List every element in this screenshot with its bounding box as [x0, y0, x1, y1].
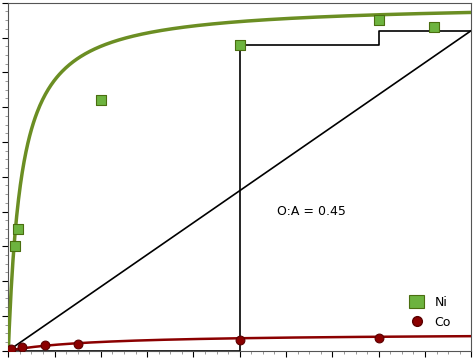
- Point: [97, 97, 105, 103]
- Point: [11, 243, 19, 249]
- Point: [74, 341, 82, 347]
- Point: [7, 346, 14, 352]
- Point: [236, 42, 244, 47]
- Point: [18, 344, 26, 350]
- Point: [14, 226, 21, 232]
- Point: [375, 336, 383, 341]
- Text: O:A = 0.45: O:A = 0.45: [277, 205, 346, 218]
- Point: [430, 24, 438, 30]
- Point: [375, 17, 383, 23]
- Point: [236, 337, 244, 343]
- Legend: Ni, Co: Ni, Co: [404, 290, 456, 334]
- Point: [42, 342, 49, 348]
